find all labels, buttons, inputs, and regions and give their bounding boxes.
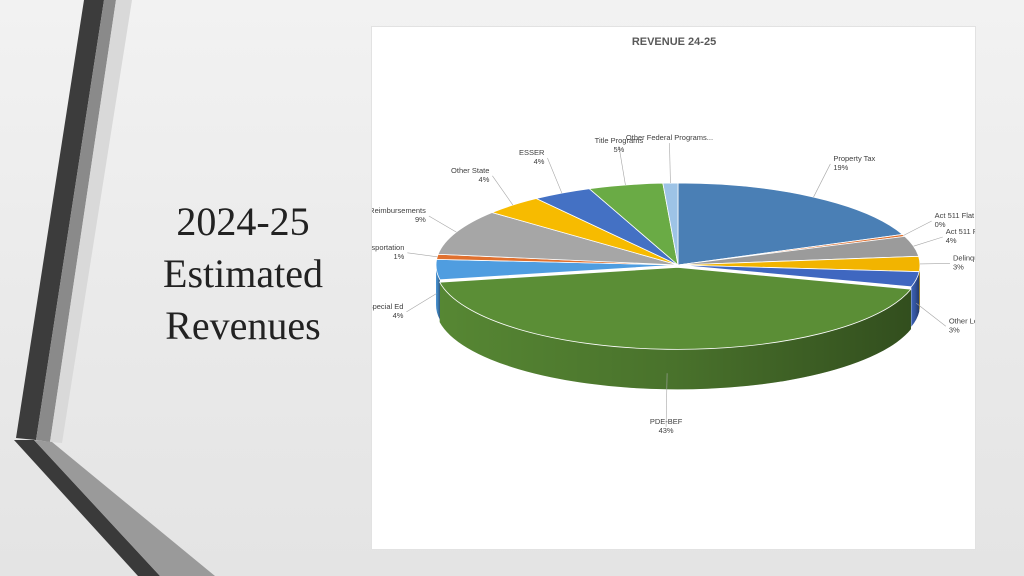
slice-value-other-local: 3% [949,325,960,334]
pie-slice-other-federal-programs [662,182,679,266]
slice-value-title-programs: 5% [613,145,624,154]
slice-label-pde-transportation: PDE Transportation [372,243,404,252]
slice-value-pde-special-ed: 4% [393,311,404,320]
slice-label-esser: ESSER [519,148,545,157]
leader-line-other-state [492,175,514,206]
slice-value-delinquent-taxes: 3% [953,262,964,271]
slice-label-act-511-proportional: Act 511 Proportional [946,227,975,236]
leader-line-pde-special-ed [406,293,437,313]
slice-value-esser: 4% [534,157,545,166]
slice-label-pde-bef: PDE-BEF [650,417,683,426]
leader-line-pde-reimbursements [428,215,457,233]
slide-title-line: Revenues [165,303,321,348]
pie-slice-side-shade-other-local [911,271,920,327]
pie-slice-other-local [677,264,920,288]
slice-label-other-local: Other Local [949,316,975,325]
slide-title-line: Estimated [163,251,323,296]
slice-label-other-state: Other State [451,166,489,175]
leader-line-pde-bef [665,373,668,427]
pie-slice-property-tax [677,182,904,266]
slice-value-pde-bef: 43% [659,426,674,435]
pie-slice-side-shade-delinquent-taxes [919,265,920,312]
leader-line-esser [547,157,563,194]
slice-value-property-tax: 19% [833,163,848,172]
leader-line-other-local [916,303,947,327]
pie-slice-pde-bef [439,266,912,350]
leader-line-delinquent-taxes [919,263,950,265]
slice-label-pde-reimbursements: PDE Reimbursements [372,206,426,215]
leader-line-act-511-flat-rate [903,220,932,236]
slice-label-other-federal-programs: Other Federal Programs... [626,133,713,142]
leader-line-property-tax [813,163,831,198]
pie-slice-pde-reimbursements [437,212,679,266]
slide-title: 2024-25 Estimated Revenues [120,196,366,352]
leader-line-other-federal-programs [669,143,671,184]
slide-title-line: 2024-25 [176,199,310,244]
slice-value-other-state: 4% [479,175,490,184]
slice-value-pde-transportation: 1% [394,252,405,261]
slice-label-pde-special-ed: PDE Special Ed [372,302,403,311]
chart-panel: REVENUE 24-25 Property Tax 19% Act 511 Fla… [372,27,975,549]
slice-value-pde-reimbursements: 9% [415,215,426,224]
slice-label-title-programs: Title Programs [595,136,644,145]
slice-value-act-511-proportional: 4% [946,236,957,245]
slice-value-act-511-flat-rate: 0% [935,220,946,229]
slice-label-delinquent-taxes: Delinquent Taxes [953,253,975,262]
slice-label-act-511-flat-rate: Act 511 Flat Rate [935,211,975,220]
pie-slice-side-shade-pde-bef [439,282,911,390]
leader-line-act-511-proportional [913,236,943,247]
leader-line-title-programs [618,145,626,186]
slice-label-property-tax: Property Tax [833,154,875,163]
leader-line-pde-transportation [407,252,438,258]
chart-title: REVENUE 24-25 [632,36,716,48]
